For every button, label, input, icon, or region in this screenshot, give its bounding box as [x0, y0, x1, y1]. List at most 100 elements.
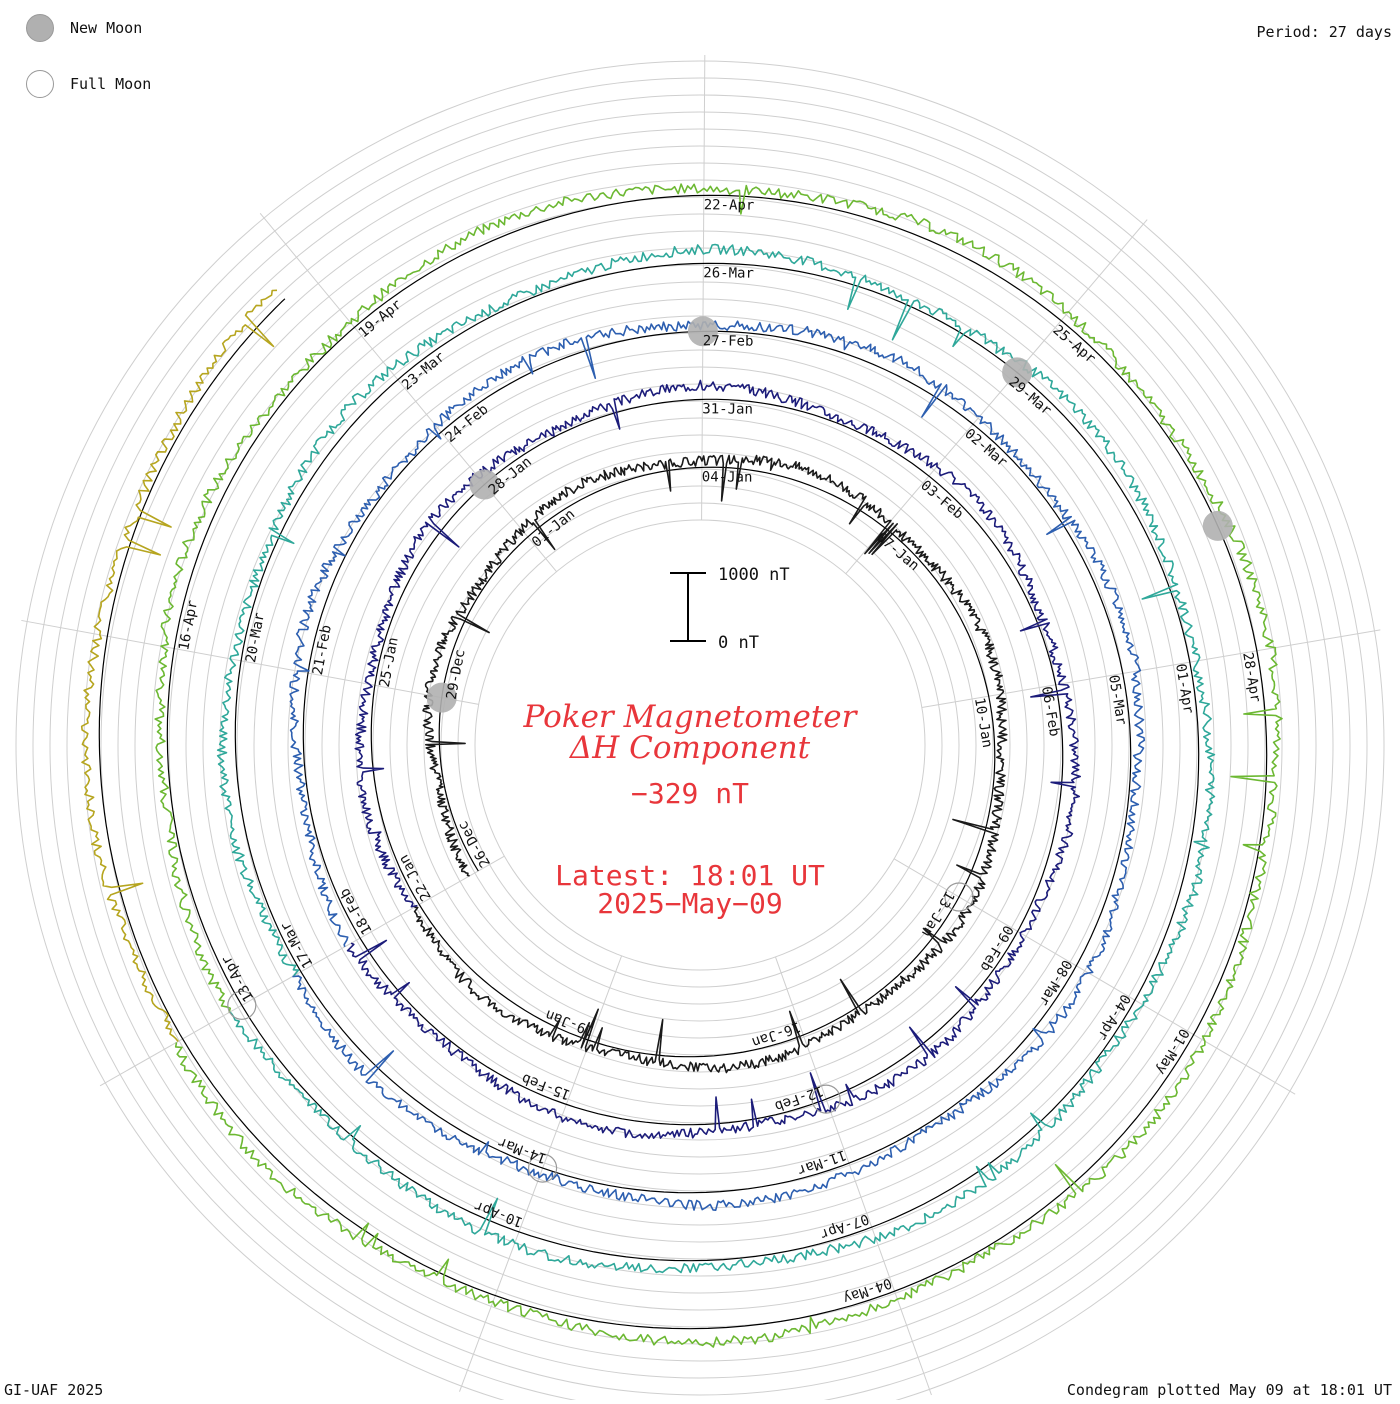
spoke-layer: [21, 55, 1381, 1396]
ring-baseline: [166, 194, 1268, 1330]
legend-new-moon: New Moon: [26, 14, 142, 42]
new-moon-marker: [1202, 510, 1233, 541]
latest-time: Latest: 18:01 UT: [555, 859, 825, 892]
date-label: 01-Apr: [1172, 662, 1196, 715]
grid-spoke: [99, 855, 505, 1087]
scale-bar-top-label: 1000 nT: [718, 565, 790, 585]
magnetometer-trace: [154, 183, 1283, 1348]
grid-ring: [321, 366, 1079, 1124]
new-moon-marker: [1002, 357, 1033, 388]
grid-ring: [32, 77, 1368, 1404]
grid-ring: [457, 502, 943, 988]
full-moon-label: Full Moon: [70, 75, 152, 93]
date-label: 31-Jan: [702, 401, 753, 417]
title-line-1: Poker Magnetometer: [523, 699, 857, 735]
legend-full-moon: Full Moon: [26, 70, 151, 98]
date-label: 07-Apr: [818, 1210, 871, 1242]
grid-spoke: [701, 55, 706, 521]
ring-baseline: [234, 262, 1200, 1262]
date-label: 06-Feb: [1038, 685, 1062, 738]
grid-spoke: [845, 219, 1148, 574]
grid-ring: [236, 281, 1164, 1209]
date-label: 10-Jan: [971, 696, 995, 749]
moon-layer: [227, 316, 1233, 1183]
full-moon-marker: [944, 882, 974, 912]
ring-baseline: [300, 330, 1132, 1194]
grid-ring: [304, 349, 1096, 1141]
footer-plot-time: Condegram plotted May 09 at 18:01 UT: [1066, 1381, 1392, 1399]
date-label: 25-Jan: [377, 636, 402, 689]
ring-baseline: [359, 398, 1064, 1126]
grid-spoke: [775, 956, 932, 1396]
date-label: 07-Jan: [873, 529, 922, 574]
date-label: 19-Apr: [356, 297, 405, 342]
date-label: 29-Mar: [1005, 374, 1054, 419]
magnetometer-trace: [216, 243, 1216, 1274]
ring-baseline: [98, 298, 286, 1040]
date-label: 22-Apr: [704, 197, 755, 213]
grid-ring: [151, 196, 1249, 1294]
grid-spoke: [259, 213, 557, 572]
footer-credit: GI-UAF 2025: [4, 1381, 104, 1399]
new-moon-marker: [426, 682, 457, 713]
chart-title: Poker Magnetometer ΔH Component: [440, 702, 940, 764]
date-label: 29-Dec: [444, 648, 469, 701]
grid-spoke: [21, 619, 479, 705]
grid-ring: [15, 60, 1385, 1404]
grid-ring: [66, 111, 1334, 1379]
grid-ring: [49, 94, 1351, 1396]
date-label: 21-Feb: [310, 624, 335, 677]
grid-spoke: [921, 629, 1381, 708]
new-moon-marker: [469, 469, 500, 500]
grid-ring: [372, 417, 1028, 1073]
full-moon-marker: [527, 1153, 558, 1183]
title-line-2: ΔH Component: [569, 730, 811, 766]
magnetometer-trace: [289, 320, 1146, 1211]
grid-ring: [406, 451, 994, 1039]
date-label: 26-Mar: [703, 265, 754, 281]
grid-ring: [117, 162, 1283, 1328]
date-label: 28-Apr: [1239, 651, 1263, 704]
grid-ring: [134, 179, 1266, 1311]
date-label: 16-Apr: [176, 599, 201, 652]
scale-bar-bottom-label: 0 nT: [718, 633, 759, 653]
date-label: 20-Mar: [243, 611, 268, 664]
grid-ring: [270, 315, 1130, 1175]
grid-ring: [440, 485, 960, 1005]
grid-spoke: [893, 858, 1296, 1095]
scale-bar: 1000 nT 0 nT: [670, 565, 790, 653]
current-value: −329 nT: [630, 777, 749, 810]
grid-ring: [253, 298, 1147, 1192]
new-moon-marker: [687, 316, 718, 347]
ring-baseline: [418, 466, 996, 1058]
date-label: 04-Jan: [702, 469, 753, 485]
date-label: 27-Feb: [703, 333, 754, 349]
full-moon-icon: [26, 70, 54, 98]
full-moon-marker: [227, 990, 257, 1020]
grid-spoke: [459, 955, 623, 1392]
date-label: 10-Apr: [472, 1197, 525, 1230]
magnetometer-trace: [80, 289, 278, 1043]
full-moon-marker: [811, 1084, 841, 1114]
date-label: 02-Mar: [961, 426, 1010, 471]
new-moon-label: New Moon: [70, 19, 143, 37]
period-label: Period: 27 days: [1256, 23, 1392, 41]
date-label: 15-Feb: [520, 1070, 573, 1103]
latest-date: 2025−May−09: [597, 887, 783, 920]
date-label: 18-Feb: [337, 885, 376, 937]
trace-layer: [80, 183, 1283, 1348]
magnetometer-trace: [413, 454, 1008, 1074]
grid-ring: [423, 468, 977, 1022]
baseline-layer: [98, 194, 1268, 1330]
new-moon-icon: [26, 14, 54, 42]
grid-ring: [355, 400, 1045, 1090]
grid-ring: [168, 213, 1232, 1277]
grid-ring: [185, 230, 1215, 1260]
date-label: 25-Apr: [1050, 322, 1099, 367]
date-label: 04-May: [841, 1274, 894, 1306]
magnetometer-trace: [346, 379, 1081, 1140]
grid-ring: [474, 519, 926, 971]
date-label: 22-Jan: [396, 852, 435, 904]
